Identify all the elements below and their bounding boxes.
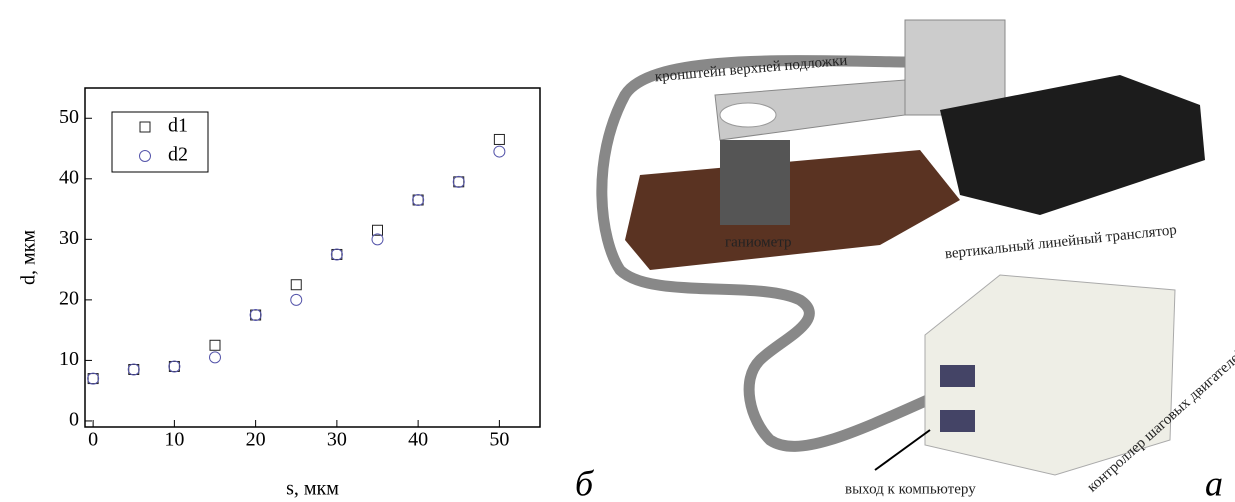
y-tick-label: 30 [59, 227, 79, 249]
legend-label: d1 [168, 115, 188, 137]
point [413, 195, 423, 205]
x-tick-label: 0 [88, 429, 98, 451]
x-tick-label: 30 [327, 429, 347, 451]
y-tick-label: 20 [59, 287, 79, 309]
x-tick-label: 10 [164, 429, 184, 451]
photo-label: ганиометр [725, 234, 791, 250]
x-axis-label: s, мкм [286, 478, 339, 500]
y-tick-label: 0 [69, 409, 79, 431]
arrow [875, 430, 930, 470]
point [454, 177, 464, 187]
plate [625, 150, 960, 270]
y-tick-label: 10 [59, 348, 79, 370]
legend-box [112, 112, 208, 172]
photo-label: выход к компьютеру [845, 481, 976, 497]
y-tick-label: 50 [59, 106, 79, 128]
point [210, 352, 221, 363]
photo: кронштейн верхней подложки ганиометр вер… [602, 20, 1235, 502]
point [129, 364, 139, 374]
point [291, 280, 301, 290]
panel-label: а [1205, 463, 1223, 502]
figure: кронштейн верхней подложки ганиометр вер… [0, 0, 1235, 502]
point [250, 310, 261, 321]
point [494, 146, 505, 157]
point [88, 374, 98, 384]
point [413, 194, 424, 205]
point [331, 249, 342, 260]
port [940, 365, 975, 387]
photo-label: вертикальный линейный транслятор [944, 222, 1177, 262]
point [169, 361, 180, 372]
point [453, 176, 464, 187]
goniometer [720, 140, 790, 225]
point [128, 364, 139, 375]
x-tick-label: 50 [489, 429, 509, 451]
point [251, 310, 261, 320]
x-tick-label: 40 [408, 429, 428, 451]
point [332, 249, 342, 259]
y-tick-label: 40 [59, 166, 79, 188]
y-axis-label: d, мкм [18, 230, 40, 285]
legend-label: d2 [168, 144, 188, 166]
point [291, 294, 302, 305]
point [88, 373, 99, 384]
hole [720, 103, 776, 127]
point [494, 134, 504, 144]
point [210, 340, 220, 350]
point [169, 361, 179, 371]
panel-label: б [575, 463, 595, 502]
x-tick-label: 20 [246, 429, 266, 451]
port [940, 410, 975, 432]
